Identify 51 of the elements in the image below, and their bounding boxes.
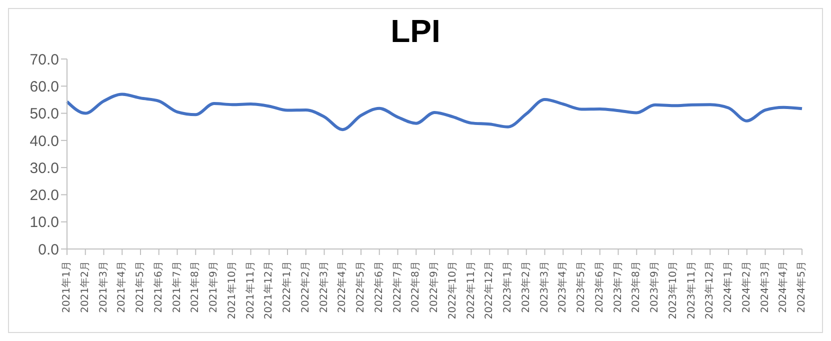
- y-tick-label: 60.0: [30, 78, 59, 96]
- chart-title: LPI: [390, 12, 442, 51]
- x-tick-label: 2022年6月: [372, 261, 385, 313]
- x-tick-label: 2021年6月: [152, 261, 164, 313]
- x-tick-label: 2021年4月: [116, 261, 128, 313]
- x-tick-label: 2023年8月: [630, 261, 642, 313]
- x-tick-label: 2022年5月: [354, 261, 366, 313]
- x-tick-label: 2022年8月: [410, 261, 422, 313]
- x-tick-label: 2021年10月: [226, 261, 238, 320]
- x-tick-label: 2021年5月: [134, 261, 146, 313]
- x-tick-label: 2022年1月: [281, 261, 293, 313]
- x-tick-label: 2024年4月: [777, 261, 790, 313]
- y-tick-label: 30.0: [30, 160, 59, 177]
- y-tick-label: 40.0: [30, 132, 59, 150]
- x-tick-label: 2024年2月: [740, 261, 752, 313]
- x-tick-label: 2021年3月: [97, 261, 110, 313]
- x-tick-label: 2021年9月: [208, 261, 220, 313]
- x-tick-label: 2021年2月: [78, 261, 91, 313]
- x-tick-label: 2023年9月: [648, 261, 660, 313]
- y-tick-label: 10.0: [30, 214, 59, 232]
- x-tick-label: 2022年12月: [483, 261, 496, 320]
- x-tick-label: 2023年7月: [612, 261, 624, 313]
- x-tick-label: 2023年4月: [556, 261, 569, 313]
- x-tick-label: 2022年10月: [446, 261, 458, 320]
- x-tick-label: 2024年5月: [796, 261, 808, 313]
- y-tick-label: 20.0: [30, 187, 59, 204]
- x-tick-label: 2024年1月: [722, 261, 734, 313]
- x-tick-label: 2023年11月: [685, 261, 698, 320]
- x-tick-label: 2021年1月: [60, 261, 72, 313]
- x-tick-label: 2023年5月: [575, 261, 587, 313]
- x-tick-label: 2022年2月: [299, 261, 312, 313]
- y-tick-label: 70.0: [30, 51, 59, 68]
- x-tick-label: 2023年1月: [502, 261, 514, 313]
- x-tick-label: 2023年2月: [520, 261, 532, 313]
- x-tick-label: 2021年12月: [262, 261, 275, 320]
- x-tick-label: 2022年4月: [336, 261, 348, 313]
- x-tick-label: 2024年3月: [758, 261, 771, 313]
- y-tick-label: 0.0: [38, 241, 59, 258]
- x-tick-label: 2023年10月: [666, 261, 679, 320]
- x-tick-label: 2023年6月: [593, 261, 606, 313]
- x-tick-label: 2022年3月: [318, 261, 330, 313]
- y-tick-label: 50.0: [30, 106, 59, 123]
- x-tick-label: 2021年8月: [189, 261, 202, 313]
- x-tick-label: 2023年3月: [538, 261, 550, 313]
- x-tick-label: 2021年11月: [244, 261, 256, 320]
- x-tick-label: 2022年9月: [428, 261, 440, 313]
- x-tick-label: 2021年7月: [170, 261, 183, 313]
- x-tick-label: 2023年12月: [704, 261, 716, 320]
- line-series: [66, 92, 804, 132]
- x-tick-label: 2022年11月: [464, 261, 477, 320]
- x-tick-label: 2022年7月: [391, 261, 404, 313]
